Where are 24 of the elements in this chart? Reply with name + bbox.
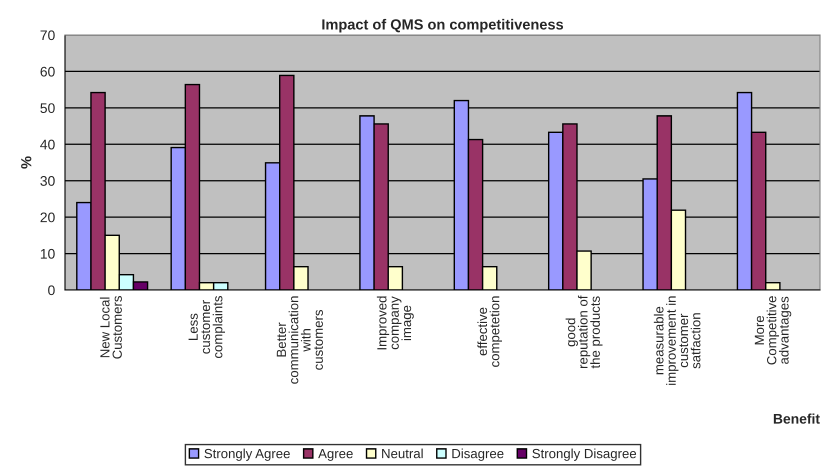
y-tick-label: 30 [40, 176, 55, 186]
y-tick-label: 70 [40, 30, 55, 40]
legend-label: Disagree [452, 448, 504, 461]
x-tick-label: Less customer complaints [188, 296, 226, 358]
chart-title: Impact of QMS on competitiveness [322, 18, 564, 32]
y-tick-label: 20 [40, 212, 55, 222]
x-axis-title: Benefit [774, 414, 820, 424]
legend-label: Strongly Disagree [532, 448, 636, 461]
legend-label: Agree [318, 449, 353, 461]
legend-label: Neutral [382, 448, 423, 458]
x-tick-label: New Local Customers [100, 296, 122, 359]
x-tick-label: good reputation of the products [566, 296, 603, 368]
x-tick-label: measurable improvement in customer satfaction [654, 296, 700, 385]
y-tick-label: 10 [40, 248, 55, 259]
y-tick-label: 60 [40, 66, 55, 77]
x-tick-label: Better communication with customers [276, 296, 323, 384]
x-tick-label: effective competetion [477, 296, 502, 367]
y-tick-label: 0 [48, 285, 55, 296]
x-tick-label: More Competitive advantages [754, 296, 792, 365]
y-tick-label: 40 [40, 140, 55, 150]
y-axis-title: % [21, 156, 32, 169]
legend-label: Strongly Agree [204, 448, 290, 461]
x-tick-label: Improved company image [376, 296, 414, 350]
y-tick-label: 50 [40, 103, 55, 114]
